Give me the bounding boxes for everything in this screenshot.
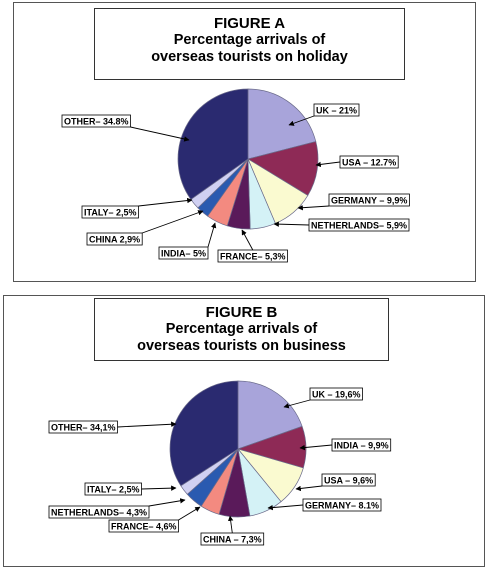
- figure-b-label-germany: GERMANY– 8.1%: [267, 498, 382, 512]
- figure-b-subtitle-line2: overseas tourists on business: [137, 338, 346, 354]
- figure-a-label-box-uk: [313, 103, 360, 117]
- figure-b-label-text-uk: UK – 19,6%: [312, 390, 361, 400]
- figure-b-leader-other: [117, 421, 177, 428]
- figure-b-label-netherlands: NETHERLANDS– 4,3%: [48, 498, 186, 519]
- figure-a-leader-china: [142, 210, 204, 234]
- figure-b-leader-germany: [267, 504, 304, 511]
- figure-b-label-text-netherlands: NETHERLANDS– 4,3%: [51, 508, 147, 518]
- figure-a-title-box: FIGURE A Percentage arrivals of overseas…: [94, 8, 405, 80]
- figure-a-leader-india: [207, 222, 217, 248]
- figure-b-label-china: CHINA – 7,3%: [200, 515, 265, 546]
- figure-a-label-box-china: [86, 232, 143, 246]
- figure-a-label-france: FRANCE– 5,3%: [217, 229, 288, 263]
- figure-a-slice-usa: [247, 141, 319, 196]
- figure-a-label-text-netherlands: NETHERLANDS– 5,9%: [311, 221, 407, 231]
- figure-a-label-text-china: CHINA 2,9%: [89, 235, 140, 245]
- figure-b-label-italy: ITALY– 2,5%: [84, 482, 177, 496]
- figure-a-pie-chart: UK – 21% USA – 12.7% GERMANY – 9,9% NETHERL…: [61, 88, 410, 263]
- figure-a-leader-germany: [297, 204, 330, 211]
- figure-b-leader-china: [227, 515, 234, 534]
- figure-b-leader-usa: [295, 485, 323, 492]
- figure-b-label-text-france: FRANCE– 4,6%: [111, 522, 177, 532]
- figure-a-label-uk: UK – 21%: [288, 103, 360, 126]
- figure-b-leader-france: [178, 506, 201, 521]
- figure-a-leader-france: [241, 229, 254, 251]
- figure-b-title-box: FIGURE B Percentage arrivals of overseas…: [94, 298, 389, 361]
- figure-a-label-text-usa: USA – 12.7%: [342, 158, 396, 168]
- figure-b-label-india: INDIA – 9,9%: [299, 438, 392, 452]
- figure-a-slice-uk: [247, 88, 317, 160]
- figure-a-label-text-france: FRANCE– 5,3%: [220, 252, 286, 262]
- figure-b-label-box-usa: [321, 473, 376, 487]
- figure-a-label-text-other: OTHER– 34.8%: [64, 117, 129, 127]
- figure-a-slice-other: [177, 88, 249, 200]
- figure-a-label-box-other: [61, 114, 131, 128]
- figure-a-label-other: OTHER– 34.8%: [61, 114, 190, 142]
- figure-a-label-netherlands: NETHERLANDS– 5,9%: [273, 218, 410, 232]
- figure-b-label-uk: UK – 19,6%: [283, 387, 363, 409]
- figure-b-leader-india: [299, 444, 333, 451]
- figure-a-label-text-india: INDIA– 5%: [161, 249, 206, 259]
- figure-b-leader-netherlands: [148, 498, 186, 507]
- figure-a-label-italy: ITALY– 2,5%: [81, 197, 193, 219]
- figure-b-panel: FIGURE B Percentage arrivals of overseas…: [3, 295, 485, 567]
- figure-b-label-box-france: [108, 519, 179, 533]
- figure-a-label-india: INDIA– 5%: [158, 222, 217, 260]
- figure-b-label-text-india: INDIA – 9,9%: [334, 441, 389, 451]
- figure-b-leader-uk: [283, 399, 311, 409]
- figure-b-label-text-italy: ITALY– 2,5%: [87, 485, 140, 495]
- figure-b-label-box-netherlands: [48, 505, 150, 519]
- figure-b-subtitle-line1: Percentage arrivals of: [165, 321, 318, 337]
- figure-b-label-other: OTHER– 34,1%: [48, 420, 177, 434]
- figure-b-label-box-uk: [309, 387, 363, 401]
- figure-b-slice-other: [169, 380, 239, 487]
- figure-a-title: FIGURE A: [213, 15, 286, 32]
- figure-b-label-box-china: [200, 532, 265, 546]
- figure-a-label-china: CHINA 2,9%: [86, 210, 204, 246]
- figure-a-leader-italy: [138, 197, 193, 207]
- figure-a-label-germany: GERMANY – 9,9%: [297, 193, 410, 211]
- figure-a-label-box-germany: [328, 193, 410, 207]
- figure-a-label-text-uk: UK – 21%: [316, 106, 357, 116]
- figure-b-leader-italy: [141, 485, 177, 491]
- figure-b-label-france: FRANCE– 4,6%: [108, 506, 201, 533]
- figure-b-label-text-other: OTHER– 34,1%: [51, 423, 116, 433]
- figure-a-subtitle-line1: Percentage arrivals of: [173, 32, 326, 48]
- figure-b-label-text-germany: GERMANY– 8.1%: [305, 501, 379, 511]
- figure-b-title: FIGURE B: [205, 304, 278, 321]
- figure-a-leader-usa: [315, 161, 341, 168]
- figure-a-panel: FIGURE A Percentage arrivals of overseas…: [13, 2, 476, 282]
- figure-a-leader-uk: [288, 115, 315, 126]
- figure-b-label-usa: USA – 9,6%: [295, 473, 376, 492]
- figure-a-label-usa: USA – 12.7%: [315, 155, 399, 169]
- figure-a-subtitle-line2: overseas tourists on holiday: [151, 49, 348, 65]
- figure-b-label-text-china: CHINA – 7,3%: [203, 535, 262, 545]
- figure-a-label-text-italy: ITALY– 2,5%: [84, 208, 137, 218]
- figure-a-label-box-india: [158, 246, 209, 260]
- figure-a-leader-other: [130, 126, 190, 142]
- figure-a-leader-netherlands: [273, 221, 310, 227]
- figure-b-pie-chart: UK – 19,6% INDIA – 9,9% USA – 9,6% GERMANY–…: [48, 380, 392, 546]
- figure-a-label-text-germany: GERMANY – 9,9%: [331, 196, 407, 206]
- figure-a-label-box-italy: [81, 205, 139, 219]
- figure-b-label-text-usa: USA – 9,6%: [324, 476, 373, 486]
